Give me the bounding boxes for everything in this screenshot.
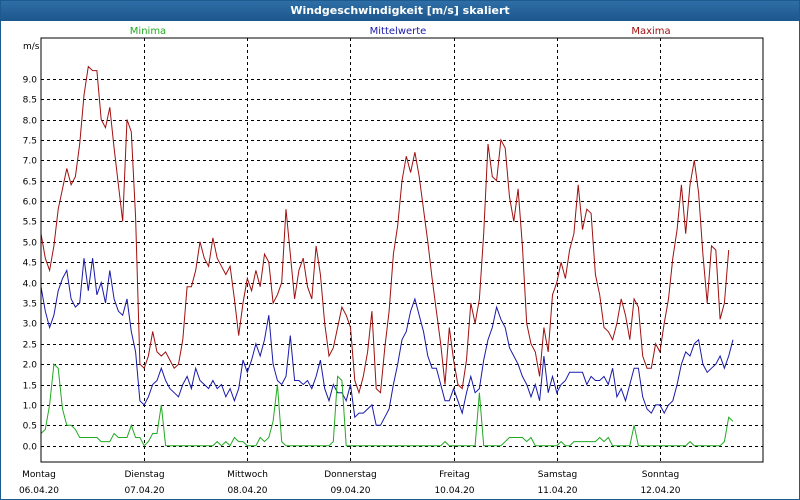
y-tick-label: 0.5 (23, 422, 37, 432)
x-tick-day: Sonntag (642, 470, 679, 480)
x-tick-date: 09.04.20 (330, 486, 370, 496)
legend-minima: Minima (130, 26, 166, 37)
y-tick-label: 4.0 (23, 280, 38, 290)
x-tick-day: Samstag (538, 470, 577, 480)
title-bar: Windgeschwindigkeit [m/s] skaliert (1, 1, 799, 21)
x-tick-day: Donnerstag (324, 470, 377, 480)
x-tick-date: 08.04.20 (227, 486, 267, 496)
series-lines (40, 65, 734, 447)
y-tick-label: 7.0 (23, 157, 38, 167)
x-axis-ticks: Montag 06.04.20 Dienstag 07.04.20 Mittwoch 08… (19, 470, 681, 496)
series-line-min (40, 363, 734, 447)
wind-speed-chart: Minima Mittelwerte Maxima m/s 0.0 0.5 1.0 1… (19, 26, 764, 496)
x-tick-date: 11.04.20 (537, 486, 577, 496)
x-tick-date: 12.04.20 (640, 486, 680, 496)
y-axis-ticks: 0.0 0.5 1.0 1.5 2.0 2.5 3.0 3.5 4.0 4.5 5.0 5.5 6.0 6… (23, 76, 38, 453)
legend-mittelwerte: Mittelwerte (370, 26, 427, 37)
y-tick-label: 1.5 (23, 382, 37, 392)
y-tick-label: 2.0 (23, 361, 38, 371)
series-line-mean (40, 258, 734, 426)
x-tick-date: 07.04.20 (124, 486, 164, 496)
y-tick-label: 5.0 (23, 239, 38, 249)
y-tick-label: 7.5 (23, 137, 37, 147)
y-tick-label: 2.5 (23, 341, 37, 351)
y-tick-label: 1.0 (23, 402, 38, 412)
y-tick-label: 5.5 (23, 218, 37, 228)
x-tick-day: Freitag (439, 470, 470, 480)
y-tick-label: 3.5 (23, 300, 37, 310)
x-tick-day: Montag (22, 470, 56, 480)
y-tick-label: 0.0 (23, 443, 38, 453)
x-tick-day: Dienstag (124, 470, 164, 480)
legend-maxima: Maxima (631, 26, 670, 37)
y-tick-label: 8.5 (23, 96, 37, 106)
y-axis-unit: m/s (23, 42, 40, 52)
grid (41, 38, 763, 462)
y-tick-label: 6.5 (23, 178, 37, 188)
y-tick-label: 9.0 (23, 76, 38, 86)
window-title: Windgeschwindigkeit [m/s] skaliert (290, 4, 510, 17)
series-line-max (40, 65, 730, 395)
x-tick-date: 10.04.20 (434, 486, 474, 496)
y-tick-label: 4.5 (23, 259, 37, 269)
y-tick-label: 8.0 (23, 117, 38, 127)
y-tick-label: 6.0 (23, 198, 38, 208)
x-tick-day: Mittwoch (227, 470, 268, 480)
x-tick-date: 06.04.20 (19, 486, 59, 496)
plot-frame (40, 37, 764, 463)
y-tick-label: 3.0 (23, 320, 38, 330)
